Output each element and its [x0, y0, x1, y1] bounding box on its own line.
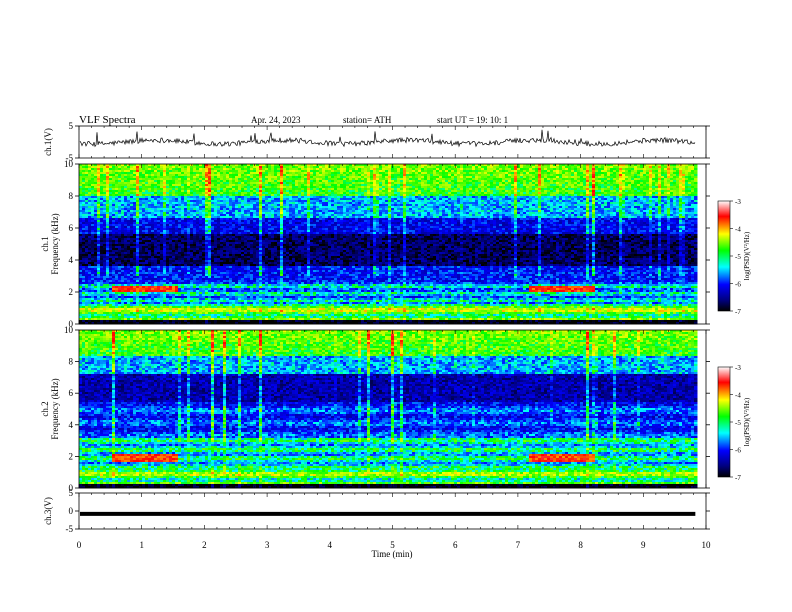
ch1-wave-ylabel: ch.1(V) — [43, 128, 53, 156]
start-ut-label: start UT = 19: 10: 1 — [437, 115, 508, 125]
figure-title: VLF Spectra — [79, 114, 136, 126]
date-label: Apr. 24, 2023 — [251, 115, 301, 125]
ch1-spectrogram-image — [79, 164, 698, 325]
station-label: station= ATH — [343, 115, 392, 125]
ch1-wave-trace — [80, 130, 695, 147]
ch1-wave-ytick-label: 5 — [69, 121, 74, 131]
ch1-wave-panel: 5-5 ch.1(V) — [43, 121, 710, 163]
